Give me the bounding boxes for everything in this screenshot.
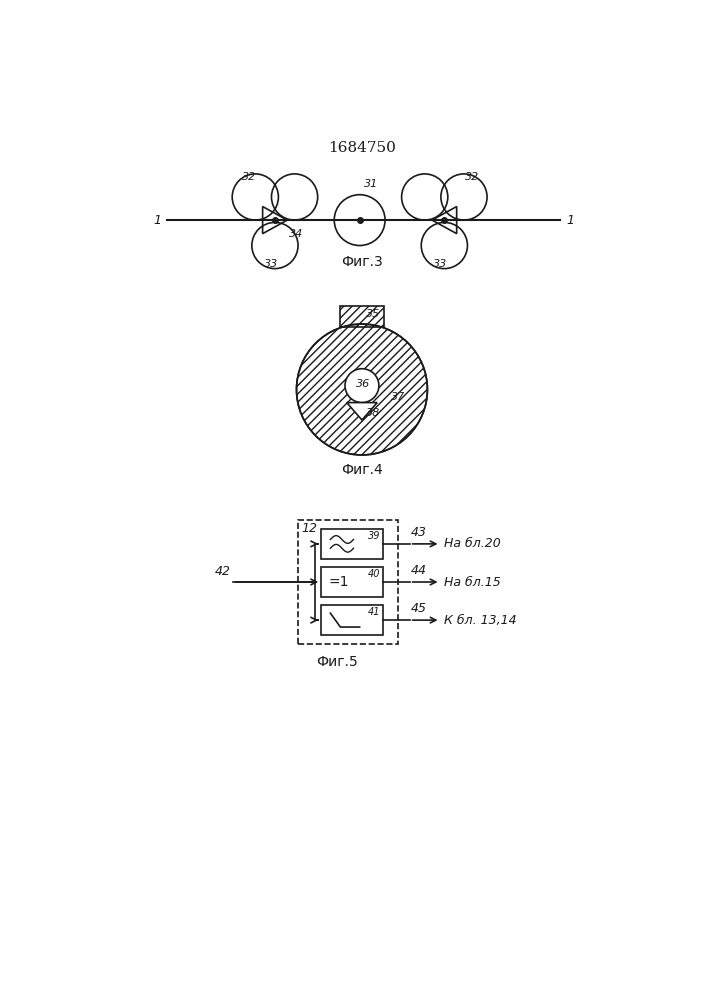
Text: 1684750: 1684750 <box>328 141 396 155</box>
Text: 31: 31 <box>363 179 378 189</box>
Text: 1: 1 <box>566 214 574 227</box>
Text: 39: 39 <box>368 531 380 541</box>
Text: Фиг.3: Фиг.3 <box>341 255 382 269</box>
Text: 44: 44 <box>411 564 427 577</box>
Text: 45: 45 <box>411 602 427 615</box>
Text: 42: 42 <box>214 565 230 578</box>
Text: 37: 37 <box>392 392 406 402</box>
Bar <box>321 529 382 559</box>
Text: 32: 32 <box>464 172 479 182</box>
Text: 35: 35 <box>366 309 380 319</box>
Text: 33: 33 <box>433 259 448 269</box>
Text: 32: 32 <box>242 172 256 182</box>
Text: 1: 1 <box>153 214 161 227</box>
Polygon shape <box>346 403 378 420</box>
Text: 38: 38 <box>366 408 380 418</box>
Bar <box>321 567 382 597</box>
Text: 33: 33 <box>264 259 279 269</box>
Bar <box>321 605 382 635</box>
Text: На бл.15: На бл.15 <box>443 576 501 588</box>
Bar <box>339 306 385 327</box>
Text: =1: =1 <box>329 575 349 589</box>
Bar <box>298 520 398 644</box>
Text: 12: 12 <box>301 522 317 535</box>
Text: Фиг.4: Фиг.4 <box>341 463 382 477</box>
Text: 34: 34 <box>288 229 303 239</box>
Circle shape <box>345 369 379 403</box>
Text: На бл.20: На бл.20 <box>443 537 501 550</box>
Text: 41: 41 <box>368 607 380 617</box>
Text: Фиг.5: Фиг.5 <box>315 655 358 669</box>
Text: К бл. 13,14: К бл. 13,14 <box>443 614 516 627</box>
Text: 36: 36 <box>356 379 370 389</box>
Text: 40: 40 <box>368 569 380 579</box>
Text: 43: 43 <box>411 526 427 539</box>
